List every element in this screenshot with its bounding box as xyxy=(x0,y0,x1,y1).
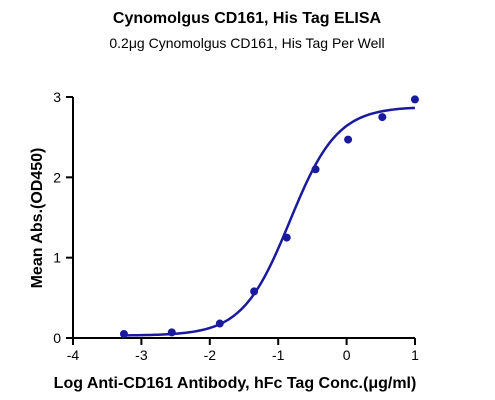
fit-curve xyxy=(123,106,415,337)
chart-subtitle: 0.2μg Cynomolgus CD161, His Tag Per Well xyxy=(109,35,384,51)
x-tick-label: -2 xyxy=(204,347,217,363)
data-point xyxy=(344,135,353,144)
x-tick-label: -3 xyxy=(135,347,148,363)
x-tick-label: 0 xyxy=(343,347,351,363)
data-point xyxy=(215,319,224,328)
y-tick-label: 3 xyxy=(53,89,61,105)
plot-area: -4 -3 -2 -1 0 1 0 1 2 3 xyxy=(53,89,419,363)
y-tick-label: 1 xyxy=(53,250,61,266)
data-point xyxy=(410,95,419,104)
y-tick-label: 0 xyxy=(53,330,61,346)
data-point xyxy=(167,328,176,337)
y-axis-label: Mean Abs.(OD450) xyxy=(29,148,46,289)
data-point xyxy=(378,113,387,122)
data-point xyxy=(250,287,259,296)
chart-title: Cynomolgus CD161, His Tag ELISA xyxy=(113,10,382,27)
x-axis-label: Log Anti-CD161 Antibody, hFc Tag Conc.(μ… xyxy=(54,375,417,392)
x-tick-label: 1 xyxy=(411,347,419,363)
data-point xyxy=(119,329,128,338)
data-point xyxy=(311,165,320,174)
data-point xyxy=(282,233,291,242)
y-tick-label: 2 xyxy=(53,169,61,185)
x-tick-label: -4 xyxy=(67,347,80,363)
x-tick-label: -1 xyxy=(272,347,285,363)
